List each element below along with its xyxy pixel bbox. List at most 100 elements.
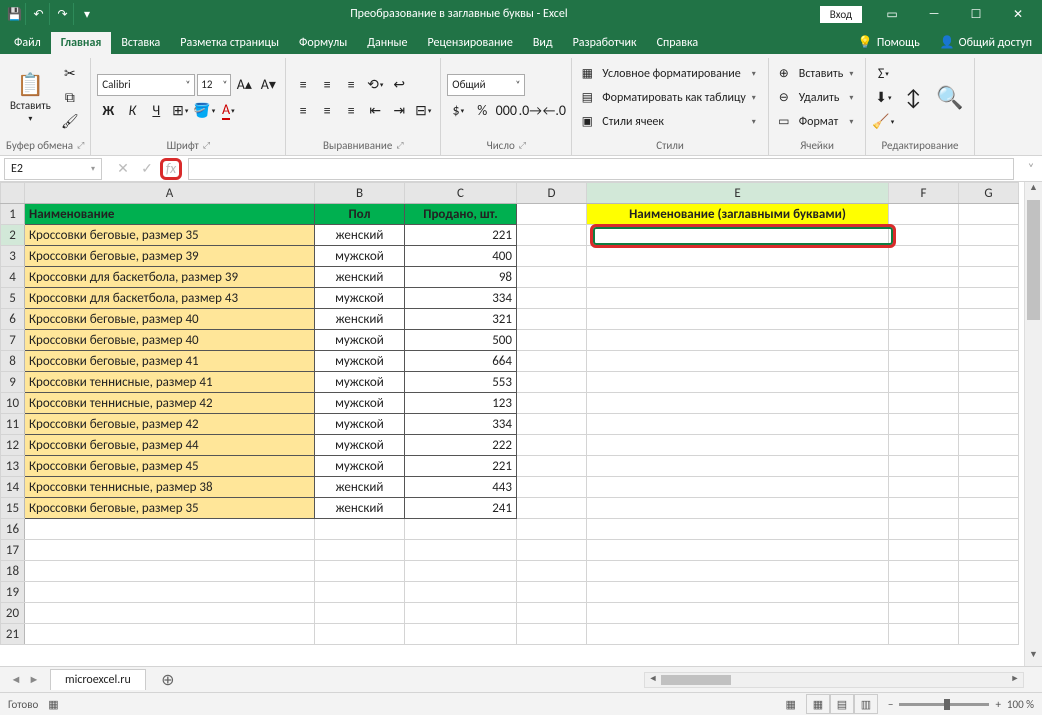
cell[interactable]: Кроссовки теннисные, размер 38 [25, 477, 315, 498]
merge-button[interactable]: ⊟ [412, 100, 434, 122]
cell[interactable] [517, 330, 587, 351]
cell[interactable]: Кроссовки теннисные, размер 42 [25, 393, 315, 414]
tab-layout[interactable]: Разметка страницы [170, 32, 289, 54]
format-as-table-button[interactable]: ▤Форматировать как таблицу [578, 87, 762, 109]
zoom-in-button[interactable]: + [995, 698, 1000, 711]
decrease-indent-button[interactable]: ⇤ [364, 100, 386, 122]
vertical-scrollbar[interactable]: ▲ ▼ [1024, 182, 1042, 666]
zoom-slider[interactable] [899, 703, 989, 706]
scroll-down-button[interactable]: ▼ [1025, 649, 1042, 666]
cell[interactable]: мужской [315, 246, 405, 267]
cell[interactable] [587, 309, 889, 330]
align-left-button[interactable]: ≡ [292, 100, 314, 122]
font-name-select[interactable]: Calibri [97, 74, 195, 96]
cell[interactable]: женский [315, 225, 405, 246]
col-header-e[interactable]: E [587, 183, 889, 204]
cell[interactable] [517, 435, 587, 456]
cell[interactable] [517, 288, 587, 309]
scroll-up-button[interactable]: ▲ [1025, 182, 1042, 199]
scroll-thumb[interactable] [1027, 200, 1040, 320]
cell[interactable] [315, 519, 405, 540]
cell[interactable] [959, 540, 1019, 561]
cell[interactable]: Кроссовки беговые, размер 39 [25, 246, 315, 267]
autosum-button[interactable]: Σ [872, 63, 894, 85]
cell[interactable] [517, 540, 587, 561]
cell[interactable] [959, 288, 1019, 309]
sheet-tab[interactable]: microexcel.ru [50, 669, 146, 690]
cell[interactable]: 222 [405, 435, 517, 456]
conditional-formatting-button[interactable]: ▦Условное форматирование [578, 63, 762, 85]
enter-formula-button[interactable]: ✓ [136, 158, 158, 180]
cell[interactable] [889, 624, 959, 645]
cell[interactable] [889, 540, 959, 561]
tab-help[interactable]: Справка [647, 32, 709, 54]
cell[interactable] [517, 603, 587, 624]
normal-view-button[interactable]: ▦ [806, 694, 830, 714]
font-color-button[interactable]: A [217, 100, 239, 122]
cell[interactable] [959, 414, 1019, 435]
sheet-table[interactable]: A B C D E F G 1 Наименование Пол Продано… [0, 182, 1019, 645]
cell[interactable] [315, 561, 405, 582]
cell[interactable] [587, 582, 889, 603]
cell[interactable]: 334 [405, 288, 517, 309]
paste-button[interactable]: 📋 Вставить ▾ [6, 58, 55, 137]
ribbon-display-icon[interactable]: ▭ [872, 0, 912, 28]
cell[interactable]: Кроссовки беговые, размер 40 [25, 309, 315, 330]
cell[interactable] [587, 477, 889, 498]
cell[interactable] [587, 267, 889, 288]
cell[interactable]: 664 [405, 351, 517, 372]
wrap-text-button[interactable]: ↩ [388, 74, 410, 96]
percent-button[interactable]: % [471, 100, 493, 122]
clipboard-launcher[interactable]: ⤢ [77, 140, 84, 151]
cell[interactable] [587, 456, 889, 477]
cell[interactable]: 321 [405, 309, 517, 330]
cell[interactable] [587, 330, 889, 351]
cell[interactable] [25, 540, 315, 561]
cell[interactable]: 334 [405, 414, 517, 435]
cell[interactable]: Кроссовки беговые, размер 35 [25, 225, 315, 246]
cell[interactable] [959, 456, 1019, 477]
cell[interactable] [889, 372, 959, 393]
align-launcher[interactable]: ⤢ [396, 140, 403, 151]
underline-button[interactable]: Ч [145, 100, 167, 122]
col-header-a[interactable]: A [25, 183, 315, 204]
row-header[interactable]: 20 [1, 603, 25, 624]
cell[interactable] [959, 309, 1019, 330]
cell[interactable] [587, 498, 889, 519]
increase-indent-button[interactable]: ⇥ [388, 100, 410, 122]
cell[interactable] [587, 393, 889, 414]
cell[interactable] [959, 582, 1019, 603]
cell[interactable] [517, 456, 587, 477]
cell[interactable] [959, 624, 1019, 645]
cell[interactable] [517, 477, 587, 498]
cell[interactable]: Кроссовки беговые, размер 35 [25, 498, 315, 519]
cell[interactable] [517, 561, 587, 582]
cell[interactable]: Кроссовки беговые, размер 44 [25, 435, 315, 456]
cell[interactable] [405, 519, 517, 540]
cell[interactable] [959, 519, 1019, 540]
cell[interactable] [959, 393, 1019, 414]
save-button[interactable]: 💾 [4, 3, 26, 25]
row-header[interactable]: 14 [1, 477, 25, 498]
login-button[interactable]: Вход [820, 6, 862, 23]
cell[interactable] [517, 582, 587, 603]
cell[interactable] [959, 477, 1019, 498]
zoom-out-button[interactable]: − [888, 698, 893, 711]
row-header[interactable]: 9 [1, 372, 25, 393]
row-header[interactable]: 17 [1, 540, 25, 561]
redo-button[interactable]: ↷ [52, 3, 74, 25]
sheet-nav-prev[interactable]: ◄ [8, 673, 24, 686]
sort-filter-button[interactable]: ↕ [898, 82, 928, 113]
font-launcher[interactable]: ⤢ [203, 140, 210, 151]
row-header[interactable]: 3 [1, 246, 25, 267]
tab-file[interactable]: Файл [4, 32, 51, 54]
scroll-left-button[interactable]: ◄ [645, 673, 661, 687]
tab-dev[interactable]: Разработчик [563, 32, 647, 54]
cell[interactable] [25, 603, 315, 624]
cell[interactable] [889, 414, 959, 435]
align-top-button[interactable]: ≡ [292, 74, 314, 96]
share-button[interactable]: 👤 Общий доступ [930, 31, 1042, 54]
macro-record-icon[interactable]: ▦ [48, 698, 58, 711]
cell[interactable] [405, 603, 517, 624]
row-header[interactable]: 10 [1, 393, 25, 414]
